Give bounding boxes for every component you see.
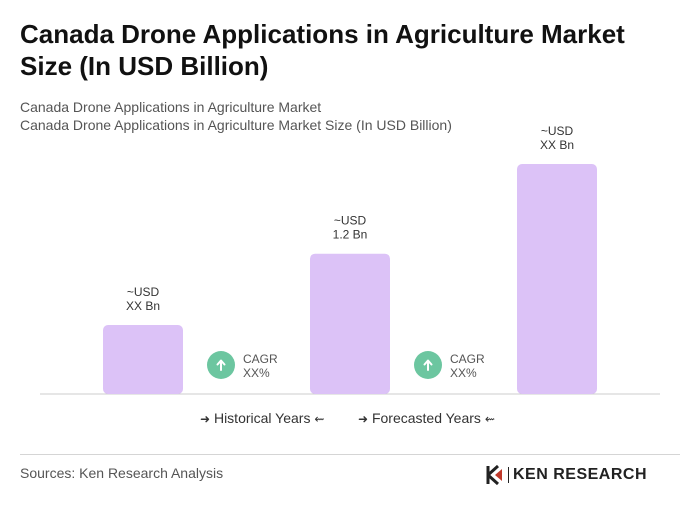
cagr-arrow-glyph <box>423 359 433 371</box>
bar-1-label-line2: XX Bn <box>126 299 160 313</box>
bar-1 <box>103 325 183 394</box>
bar-3-label-line2: XX Bn <box>540 138 574 152</box>
footer-divider <box>20 454 680 455</box>
cagr-1-label-line1: CAGR <box>243 352 278 366</box>
chart-subtitle-primary: Canada Drone Applications in Agriculture… <box>20 99 322 115</box>
cagr-1-label-line2: XX% <box>243 366 270 380</box>
cagr-arrow-glyph <box>216 359 226 371</box>
legend-forecasted-label: Forecasted Years <box>371 410 481 426</box>
bar-2 <box>310 253 390 394</box>
arrow-left-icon: ⇜ <box>484 412 495 426</box>
legend-historical: ➜ Historical Years ⇜ <box>200 408 324 429</box>
cagr-2-label-line2: XX% <box>450 366 477 380</box>
logo-text: KEN RESEARCH <box>513 466 648 483</box>
cagr-2-label-line1: CAGR <box>450 352 485 366</box>
chart-subtitle-secondary: Canada Drone Applications in Agriculture… <box>20 117 452 133</box>
arrow-left-icon: ⇜ <box>314 412 325 426</box>
ken-research-logo: KEN RESEARCH <box>486 464 647 486</box>
legend-historical-label: Historical Years <box>213 410 311 426</box>
bar-1-label-line1: ~USD <box>127 285 160 299</box>
arrow-right-icon: ➜ <box>200 412 211 426</box>
bar-3-label-line1: ~USD <box>541 124 574 138</box>
ken-logo-icon <box>486 465 502 485</box>
logo-separator <box>508 467 509 483</box>
bar-2-label-line1: ~USD <box>334 214 367 228</box>
legend-forecasted: ➜ Forecasted Years ⇜ <box>358 408 495 429</box>
legend: ➜ Historical Years ⇜ ➜ Forecasted Years … <box>0 408 700 428</box>
arrow-right-icon: ➜ <box>358 412 369 426</box>
bar-3 <box>517 164 597 394</box>
chart-title: Canada Drone Applications in Agriculture… <box>20 19 625 81</box>
sources-text: Sources: Ken Research Analysis <box>20 465 224 481</box>
bar-2-label-line2: 1.2 Bn <box>333 228 368 242</box>
